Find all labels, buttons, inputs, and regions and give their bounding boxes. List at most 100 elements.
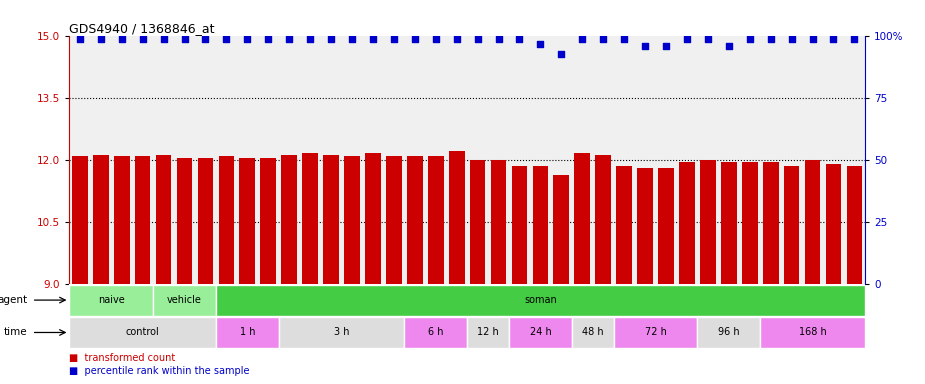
Bar [344, 156, 360, 284]
Text: 96 h: 96 h [718, 328, 740, 338]
Point [135, 36, 150, 42]
Point [219, 36, 234, 42]
Bar [365, 153, 381, 284]
Text: ■  transformed count: ■ transformed count [69, 353, 176, 362]
Text: 72 h: 72 h [645, 328, 667, 338]
Point [574, 36, 589, 42]
Point [743, 36, 758, 42]
Bar [742, 162, 758, 284]
Bar [261, 158, 276, 284]
Bar [470, 160, 486, 284]
Point [680, 36, 695, 42]
Bar [596, 155, 611, 284]
Point [450, 36, 464, 42]
Bar [783, 166, 799, 284]
Point [554, 51, 569, 57]
Point [240, 36, 254, 42]
Point [177, 36, 191, 42]
Point [198, 36, 213, 42]
Text: 168 h: 168 h [798, 328, 826, 338]
Bar [721, 162, 736, 284]
Bar [805, 160, 820, 284]
Text: control: control [126, 328, 159, 338]
Point [512, 36, 527, 42]
Text: 12 h: 12 h [477, 328, 499, 338]
Point [282, 36, 297, 42]
Text: 1 h: 1 h [240, 328, 255, 338]
Bar [154, 285, 216, 316]
Text: 3 h: 3 h [334, 328, 350, 338]
Point [784, 36, 799, 42]
Point [365, 36, 380, 42]
Point [491, 36, 506, 42]
Point [345, 36, 360, 42]
Bar [553, 175, 569, 284]
Bar [135, 156, 151, 284]
Point [115, 36, 130, 42]
Bar [533, 166, 549, 284]
Point [637, 43, 652, 50]
Bar [467, 317, 509, 348]
Bar [386, 156, 401, 284]
Point [596, 36, 611, 42]
Bar [846, 166, 862, 284]
Bar [697, 317, 760, 348]
Point [805, 36, 820, 42]
Bar [216, 317, 278, 348]
Text: agent: agent [0, 295, 28, 305]
Text: soman: soman [524, 295, 557, 305]
Text: ■  percentile rank within the sample: ■ percentile rank within the sample [69, 366, 250, 376]
Bar [572, 317, 613, 348]
Point [700, 36, 715, 42]
Text: naive: naive [98, 295, 125, 305]
Point [470, 36, 485, 42]
Point [763, 36, 778, 42]
Point [93, 36, 108, 42]
Text: GDS4940 / 1368846_at: GDS4940 / 1368846_at [69, 22, 215, 35]
Bar [679, 162, 695, 284]
Bar [512, 166, 527, 284]
Text: 6 h: 6 h [428, 328, 443, 338]
Bar [574, 153, 590, 284]
Point [261, 36, 276, 42]
Bar [700, 160, 716, 284]
Bar [114, 156, 130, 284]
Bar [240, 158, 255, 284]
Point [387, 36, 401, 42]
Bar [449, 151, 464, 284]
Bar [613, 317, 697, 348]
Bar [198, 158, 214, 284]
Bar [72, 156, 88, 284]
Bar [616, 166, 632, 284]
Bar [302, 153, 318, 284]
Bar [216, 285, 865, 316]
Bar [278, 317, 404, 348]
Bar [323, 155, 339, 284]
Text: vehicle: vehicle [167, 295, 202, 305]
Bar [490, 160, 506, 284]
Bar [760, 317, 865, 348]
Text: 24 h: 24 h [529, 328, 551, 338]
Bar [763, 162, 779, 284]
Bar [69, 285, 154, 316]
Point [826, 36, 841, 42]
Bar [404, 317, 467, 348]
Point [659, 43, 673, 50]
Point [428, 36, 443, 42]
Bar [428, 156, 444, 284]
Text: time: time [4, 328, 28, 338]
Bar [659, 169, 673, 284]
Point [302, 36, 317, 42]
Bar [218, 156, 234, 284]
Bar [281, 155, 297, 284]
Point [722, 43, 736, 50]
Bar [177, 158, 192, 284]
Bar [69, 317, 216, 348]
Point [617, 36, 632, 42]
Bar [509, 317, 572, 348]
Point [72, 36, 87, 42]
Point [156, 36, 171, 42]
Point [533, 41, 548, 47]
Bar [407, 156, 423, 284]
Bar [826, 164, 842, 284]
